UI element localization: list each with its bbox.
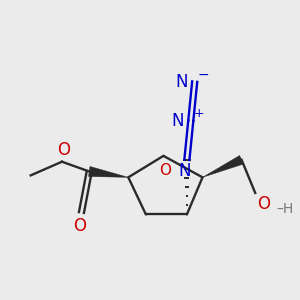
Text: +: + (194, 107, 205, 120)
Text: –H: –H (277, 202, 294, 215)
Text: O: O (159, 163, 171, 178)
Text: O: O (257, 195, 270, 213)
Text: N: N (175, 73, 188, 91)
Text: O: O (73, 217, 86, 235)
Text: O: O (57, 141, 70, 159)
Text: N: N (179, 162, 191, 180)
Polygon shape (202, 155, 244, 177)
Text: N: N (171, 112, 184, 130)
Polygon shape (88, 167, 128, 177)
Text: −: − (197, 68, 209, 82)
